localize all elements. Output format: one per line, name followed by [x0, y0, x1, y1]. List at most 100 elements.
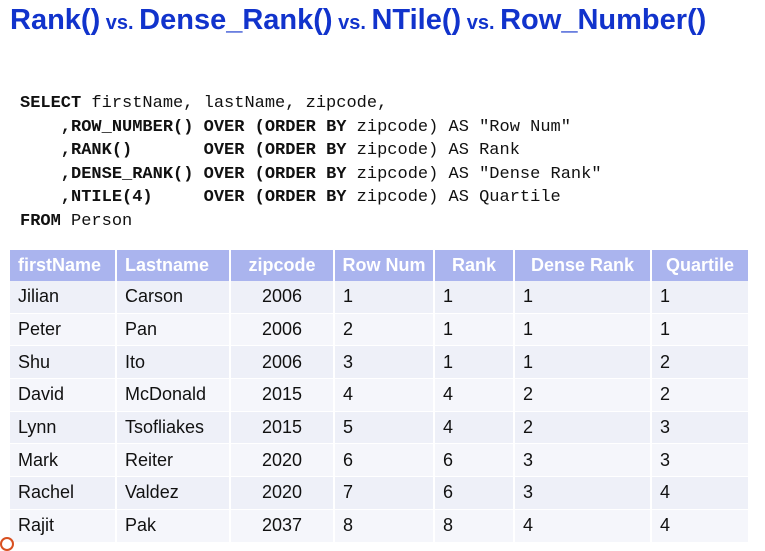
sql-text: zipcode) AS "Dense Rank"	[346, 164, 602, 184]
table-cell: 2015	[230, 411, 335, 445]
table-cell: 4	[434, 378, 515, 412]
table-cell: 3	[651, 443, 750, 478]
sql-text	[244, 141, 254, 160]
sql-keyword: FROM	[20, 211, 61, 231]
sql-keyword: SELECT	[20, 94, 82, 113]
column-header: Rank	[434, 250, 515, 281]
table-cell: 3	[334, 345, 435, 380]
table-row: Shu Ito 2006 3 1 1 2	[10, 345, 750, 380]
table-cell: Pan	[116, 313, 231, 347]
code-line: SELECT firstName, lastName, zipcode,	[20, 92, 602, 116]
table-cell: Lynn	[10, 411, 117, 445]
sql-keyword: ,RANK()	[20, 141, 133, 160]
table-cell: 2006	[230, 281, 335, 314]
sql-keyword: ,NTILE(4)	[20, 188, 153, 207]
column-header: Quartile	[651, 250, 750, 281]
table-cell: 1	[434, 345, 515, 380]
title-function-name: Dense_Rank()	[139, 4, 333, 36]
column-header: zipcode	[230, 250, 335, 281]
table-cell: 5	[334, 411, 435, 445]
sql-text	[244, 118, 254, 137]
sql-keyword: OVER	[203, 188, 245, 207]
table-row: Peter Pan 2006 2 1 1 1	[10, 313, 750, 347]
table-cell: 4	[334, 378, 435, 412]
column-header: Row Num	[334, 250, 435, 281]
table-cell: Shu	[10, 345, 117, 380]
code-line: ,NTILE(4) OVER (ORDER BY zipcode) AS Qua…	[20, 186, 602, 210]
title-function-name: Rank()	[10, 4, 101, 36]
sql-text: zipcode) AS Quartile	[346, 188, 561, 207]
title-vs-separator: vs.	[461, 12, 501, 34]
sql-text: Person	[60, 211, 133, 231]
table-cell: 4	[514, 509, 652, 543]
sql-keyword: OVER	[203, 164, 245, 184]
table-cell: Jilian	[10, 281, 117, 314]
table-cell: 2020	[230, 476, 335, 510]
sql-keyword: (ORDER BY	[254, 117, 347, 137]
table-cell: 6	[434, 443, 515, 478]
sql-keyword: (ORDER BY	[254, 164, 347, 184]
table-cell: 6	[434, 476, 515, 510]
table-cell: Reiter	[116, 443, 231, 478]
code-line: ,RANK() OVER (ORDER BY zipcode) AS Rank	[20, 139, 602, 163]
results-table: firstName Lastname zipcode Row Num Rank Dense…	[10, 250, 750, 543]
table-cell: 1	[434, 313, 515, 347]
table-row: Jilian Carson 2006 1 1 1 1	[10, 281, 750, 314]
sql-text	[153, 188, 204, 207]
title-function-name: Row_Number()	[500, 4, 707, 36]
sql-keyword: ,ROW_NUMBER()	[20, 117, 194, 137]
table-cell: Peter	[10, 313, 117, 347]
corner-logo-icon	[0, 537, 14, 551]
sql-text	[193, 118, 203, 137]
table-cell: 2	[334, 313, 435, 347]
table-cell: 3	[514, 443, 652, 478]
table-cell: Tsofliakes	[116, 411, 231, 445]
table-cell: 4	[651, 476, 750, 510]
table-row: Lynn Tsofliakes 2015 5 4 2 3	[10, 411, 750, 445]
title-function-name: NTile()	[371, 4, 462, 36]
table-row: David McDonald 2015 4 4 2 2	[10, 378, 750, 412]
table-row: Rajit Pak 2037 8 8 4 4	[10, 509, 750, 543]
table-cell: 6	[334, 443, 435, 478]
table-cell: Rachel	[10, 476, 117, 510]
table-cell: 2020	[230, 443, 335, 478]
sql-text: zipcode) AS Rank	[346, 141, 520, 160]
title-vs-separator: vs.	[332, 12, 372, 34]
table-cell: 2015	[230, 378, 335, 412]
table-row: Rachel Valdez 2020 7 6 3 4	[10, 476, 750, 510]
code-line: ,ROW_NUMBER() OVER (ORDER BY zipcode) AS…	[20, 116, 602, 140]
table-cell: 1	[514, 281, 652, 314]
table-cell: 2006	[230, 313, 335, 347]
column-header: Lastname	[116, 250, 231, 281]
sql-text	[132, 141, 203, 160]
sql-text: firstName, lastName, zipcode,	[81, 94, 388, 113]
table-cell: 2	[514, 378, 652, 412]
table-cell: 1	[651, 313, 750, 347]
column-header: firstName	[10, 250, 117, 281]
table-cell: David	[10, 378, 117, 412]
table-cell: 2037	[230, 509, 335, 543]
table-cell: 2006	[230, 345, 335, 380]
table-cell: 8	[434, 509, 515, 543]
table-cell: McDonald	[116, 378, 231, 412]
sql-keyword: OVER	[203, 141, 245, 160]
table-cell: 1	[434, 281, 515, 314]
table-cell: Valdez	[116, 476, 231, 510]
table-cell: 4	[434, 411, 515, 445]
sql-keyword: OVER	[203, 117, 245, 137]
sql-keyword: (ORDER BY	[254, 188, 347, 207]
table-cell: 2	[514, 411, 652, 445]
sql-keyword: (ORDER BY	[254, 141, 347, 160]
table-cell: Carson	[116, 281, 231, 314]
table-cell: Ito	[116, 345, 231, 380]
table-cell: 4	[651, 509, 750, 543]
code-line: FROM Person	[20, 210, 602, 234]
table-cell: 7	[334, 476, 435, 510]
sql-text	[193, 165, 203, 184]
table-cell: 1	[514, 313, 652, 347]
table-cell: 8	[334, 509, 435, 543]
sql-keyword: ,DENSE_RANK()	[20, 164, 194, 184]
sql-text	[244, 165, 254, 184]
column-header: Dense Rank	[514, 250, 652, 281]
table-cell: 2	[651, 345, 750, 380]
